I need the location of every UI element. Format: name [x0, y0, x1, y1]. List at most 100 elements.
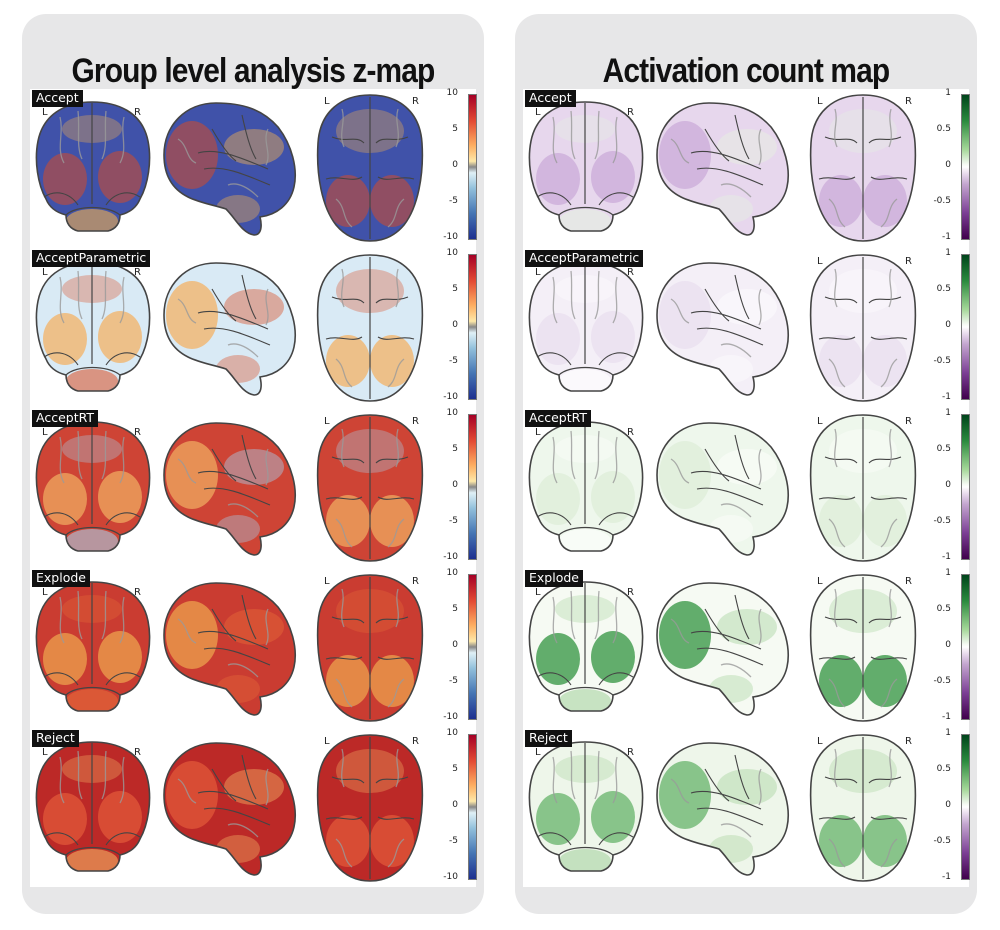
colorbar-tick: 1 [945, 88, 951, 98]
colorbar-tick: 0 [945, 480, 951, 490]
brain-projections [528, 254, 917, 402]
right-marker: R [412, 96, 419, 107]
colorbar-tick: -1 [942, 392, 951, 402]
coronal-view [35, 581, 151, 712]
colorbar-tick: -10 [443, 872, 458, 882]
colorbar-tick: 0 [945, 800, 951, 810]
colorbar-tick: 0 [452, 640, 458, 650]
right-marker: R [905, 736, 912, 747]
colorbar-tick: 5 [452, 284, 458, 294]
colorbar-tick: 0.5 [936, 284, 951, 294]
left-marker: L [324, 576, 330, 587]
brain-projections [528, 734, 917, 882]
condition-label: AcceptParametric [525, 250, 644, 267]
condition-label: Explode [32, 570, 90, 587]
brain-row: AcceptParametric L R L R 1 0.5 0 -0.5 -1 [523, 248, 970, 409]
brain-projections [35, 94, 424, 242]
left-marker: L [817, 416, 823, 427]
count-grid: Accept L R L R 1 0.5 0 -0.5 -1 AcceptParametric L R L… [523, 88, 970, 887]
right-marker: R [627, 587, 634, 598]
colorbar-tick: -0.5 [933, 836, 951, 846]
colorbar-tick: -10 [443, 712, 458, 722]
colorbar [961, 574, 970, 720]
left-marker: L [535, 587, 541, 598]
brain-projections [35, 734, 424, 882]
left-marker: L [42, 747, 48, 758]
colorbar-tick: -5 [449, 676, 458, 686]
coronal-view [528, 741, 644, 872]
axial-view [316, 734, 424, 882]
colorbar-tick: 0 [452, 320, 458, 330]
sagittal-view [656, 582, 790, 716]
brain-row: AcceptParametric L R 10 5 0 -5 -10 [30, 248, 477, 409]
brain-projections [35, 574, 424, 722]
condition-label: Explode [525, 570, 583, 587]
right-marker: R [905, 416, 912, 427]
axial-view [809, 94, 917, 242]
left-marker: L [42, 267, 48, 278]
right-marker: R [627, 107, 634, 118]
coronal-view [528, 421, 644, 552]
colorbar-tick: -1 [942, 552, 951, 562]
colorbar-tick: -5 [449, 836, 458, 846]
brain-row: Reject L R L R 10 5 0 -5 -10 [30, 729, 477, 889]
condition-label: AcceptRT [32, 410, 99, 427]
colorbar-tick: 0 [452, 160, 458, 170]
right-marker: R [134, 747, 141, 758]
colorbar-tick: 0 [452, 800, 458, 810]
colorbar-tick: 1 [945, 248, 951, 258]
colorbar [961, 734, 970, 880]
colorbar [468, 254, 477, 400]
right-marker: R [134, 427, 141, 438]
condition-label: Accept [525, 90, 576, 107]
count-panel: Activation count map Accept L R L R 1 0.5 0 -0.5… [515, 14, 977, 914]
left-marker: L [324, 416, 330, 427]
brain-row: AcceptRT L R L R 1 0.5 0 -0.5 -1 [523, 408, 970, 569]
axial-view [316, 254, 424, 402]
colorbar-tick: -0.5 [933, 516, 951, 526]
coronal-view [35, 261, 151, 392]
brain-row: Accept L R L R 10 5 0 -5 -10 [30, 88, 477, 249]
colorbar-tick: 10 [446, 88, 458, 98]
coronal-view [528, 261, 644, 392]
sagittal-view [656, 262, 790, 396]
colorbar-tick: 1 [945, 568, 951, 578]
sagittal-view [163, 422, 297, 556]
panel-title: Activation count map [602, 52, 890, 90]
colorbar-tick: 0.5 [936, 124, 951, 134]
colorbar-tick: 1 [945, 408, 951, 418]
colorbar [468, 734, 477, 880]
colorbar-tick: -10 [443, 232, 458, 242]
condition-label: Reject [525, 730, 572, 747]
left-marker: L [817, 736, 823, 747]
coronal-view [528, 581, 644, 712]
colorbar-tick: 0 [945, 640, 951, 650]
colorbar-tick: -10 [443, 552, 458, 562]
axial-view [316, 574, 424, 722]
colorbar-tick: 5 [452, 124, 458, 134]
condition-label: Reject [32, 730, 79, 747]
colorbar-tick: 5 [452, 604, 458, 614]
left-marker: L [535, 107, 541, 118]
condition-label: AcceptParametric [32, 250, 151, 267]
sagittal-view [163, 742, 297, 876]
axial-view [316, 94, 424, 242]
panel-title: Group level analysis z-map [71, 52, 436, 90]
sagittal-view [656, 422, 790, 556]
condition-label: Accept [32, 90, 83, 107]
colorbar-tick: 0.5 [936, 764, 951, 774]
axial-view [316, 414, 424, 562]
colorbar-tick: 5 [452, 444, 458, 454]
coronal-view [528, 101, 644, 232]
right-marker: R [905, 256, 912, 267]
sagittal-view [163, 582, 297, 716]
colorbar-tick: 0.5 [936, 444, 951, 454]
coronal-view [35, 741, 151, 872]
colorbar-tick: 5 [452, 764, 458, 774]
zmap-panel: Group level analysis z-map Accept L R L R 10 5… [22, 14, 484, 914]
colorbar-tick: 0 [945, 160, 951, 170]
brain-row: Accept L R L R 1 0.5 0 -0.5 -1 [523, 88, 970, 249]
colorbar-tick: 10 [446, 248, 458, 258]
left-marker: L [42, 587, 48, 598]
right-marker: R [412, 736, 419, 747]
